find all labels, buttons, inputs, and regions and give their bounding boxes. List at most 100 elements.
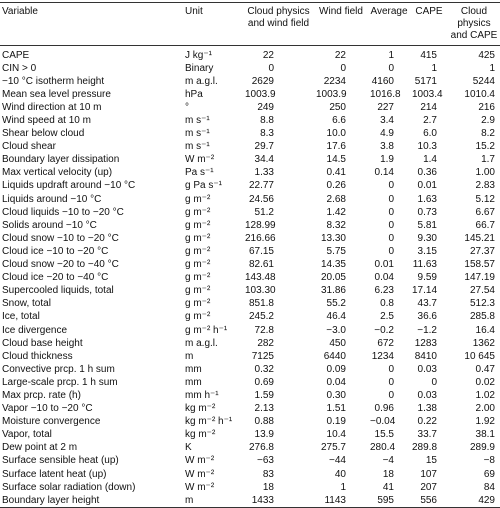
value-cell: −44 <box>329 455 346 467</box>
value-cell: 24.56 <box>248 193 274 205</box>
unit-cell: K <box>185 442 192 454</box>
table-row: Snow, total g m⁻² 851.8 55.2 0.8 43.7 512.3 <box>0 298 500 311</box>
variable-cell: Cloud ice −10 to −20 °C <box>2 245 109 257</box>
value-cell: 425 <box>478 49 495 61</box>
value-cell: 8.8 <box>260 115 274 127</box>
value-cell: 0.73 <box>417 206 437 218</box>
table-row: Liquids updraft around −10 °C g Pa s⁻¹ 22.… <box>0 180 500 193</box>
value-cell: 0.36 <box>417 167 437 179</box>
variable-cell: Supercooled liquids, total <box>2 285 114 297</box>
value-cell: 1 <box>388 49 394 61</box>
table-row: Vapor, total kg m⁻² 13.9 10.4 15.5 33.7 38.1 <box>0 429 500 442</box>
value-cell: 2.13 <box>254 403 274 415</box>
value-cell: 5.12 <box>475 193 495 205</box>
value-cell: 6.0 <box>423 128 437 140</box>
value-cell: 0.01 <box>417 180 437 192</box>
value-cell: 1362 <box>472 337 495 349</box>
unit-cell: hPa <box>185 88 203 100</box>
value-cell: 6.23 <box>374 285 394 297</box>
variable-cell: Large-scale prcp. 1 h sum <box>2 376 118 388</box>
value-cell: 512.3 <box>469 298 495 310</box>
value-cell: 13.30 <box>320 232 346 244</box>
value-cell: −3.0 <box>326 324 346 336</box>
value-cell: 6.67 <box>475 206 495 218</box>
value-cell: 46.4 <box>326 311 346 323</box>
value-cell: 0.01 <box>374 259 394 271</box>
value-cell: 851.8 <box>248 298 274 310</box>
table-row: Cloud ice −10 to −20 °C g m⁻² 67.15 5.75 0 3.… <box>0 245 500 258</box>
value-cell: 33.7 <box>417 429 437 441</box>
table-header: Variable Unit Cloud physics and wind field… <box>0 2 500 46</box>
value-cell: 429 <box>478 494 495 506</box>
value-cell: 1234 <box>371 350 394 362</box>
value-cell: 13.9 <box>254 429 274 441</box>
value-cell: 7125 <box>251 350 274 362</box>
value-cell: 0.03 <box>417 363 437 375</box>
value-cell: 207 <box>420 481 437 493</box>
value-cell: 0.03 <box>417 389 437 401</box>
value-cell: 72.8 <box>254 324 274 336</box>
value-cell: −4 <box>382 455 394 467</box>
unit-cell: Binary <box>185 62 214 74</box>
value-cell: 0.8 <box>380 298 394 310</box>
variable-cell: Moisture convergence <box>2 416 101 428</box>
variable-cell: Snow, total <box>2 298 51 310</box>
table-row: Cloud liquids −10 to −20 °C g m⁻² 51.2 1.42… <box>0 206 500 219</box>
column-header: Cloud physics and CAPE <box>448 2 500 46</box>
value-cell: 1.38 <box>417 403 437 415</box>
unit-cell: W m⁻² <box>185 468 215 480</box>
value-cell: 0.04 <box>374 272 394 284</box>
value-cell: −63 <box>257 455 274 467</box>
unit-cell: W m⁻² <box>185 154 215 166</box>
value-cell: 2.9 <box>481 115 495 127</box>
value-cell: 1.9 <box>380 154 394 166</box>
value-cell: 1.92 <box>475 416 495 428</box>
unit-cell: g m⁻² <box>185 311 211 323</box>
value-cell: 51.2 <box>254 206 274 218</box>
variable-cell: Dew point at 2 m <box>2 442 78 454</box>
value-cell: 36.6 <box>417 311 437 323</box>
value-cell: 20.05 <box>320 272 346 284</box>
value-cell: 1.59 <box>254 389 274 401</box>
unit-cell: g m⁻² <box>185 298 211 310</box>
value-cell: 556 <box>420 494 437 506</box>
value-cell: 1 <box>340 481 346 493</box>
value-cell: 8.2 <box>481 128 495 140</box>
value-cell: 285.8 <box>469 311 495 323</box>
value-cell: −0.04 <box>370 416 396 428</box>
value-cell: 10 645 <box>464 350 495 362</box>
value-cell: 0 <box>388 180 394 192</box>
value-cell: −8 <box>483 455 495 467</box>
column-header: Cloud physics and wind field <box>243 2 314 46</box>
value-cell: 40 <box>334 468 346 480</box>
value-cell: 2.7 <box>423 115 437 127</box>
value-cell: 0 <box>388 206 394 218</box>
variable-cell: Mean sea level pressure <box>2 88 111 100</box>
table-row: Ice, total g m⁻² 245.2 46.4 2.5 36.6 285.8 <box>0 311 500 324</box>
table-row: Surface solar radiation (down) W m⁻² 18 1 41… <box>0 481 500 494</box>
value-cell: 66.7 <box>475 219 495 231</box>
unit-cell: m s⁻¹ <box>185 128 210 140</box>
table-row: Boundary layer dissipation W m⁻² 34.4 14.5 1… <box>0 154 500 167</box>
value-cell: 1.00 <box>475 167 495 179</box>
variable-cell: Cloud liquids −10 to −20 °C <box>2 206 124 218</box>
unit-cell: g m⁻² <box>185 285 211 297</box>
value-cell: 0 <box>388 193 394 205</box>
value-cell: 280.4 <box>370 442 396 454</box>
value-cell: 1 <box>431 62 437 74</box>
value-cell: 15.2 <box>475 141 495 153</box>
unit-cell: g m⁻² <box>185 272 211 284</box>
unit-cell: kg m⁻² h⁻¹ <box>185 416 233 428</box>
table-row: Supercooled liquids, total g m⁻² 103.30 31.… <box>0 285 500 298</box>
value-cell: 1010.4 <box>464 88 495 100</box>
value-cell: 245.2 <box>248 311 274 323</box>
value-cell: 0.41 <box>326 167 346 179</box>
variable-cell: Surface sensible heat (up) <box>2 455 119 467</box>
value-cell: 147.19 <box>464 272 495 284</box>
value-cell: 5.81 <box>417 219 437 231</box>
value-cell: 3.8 <box>380 141 394 153</box>
value-cell: 18 <box>382 468 394 480</box>
value-cell: 2.68 <box>326 193 346 205</box>
header-row: Variable Unit Cloud physics and wind field… <box>0 2 500 46</box>
value-cell: 282 <box>257 337 274 349</box>
